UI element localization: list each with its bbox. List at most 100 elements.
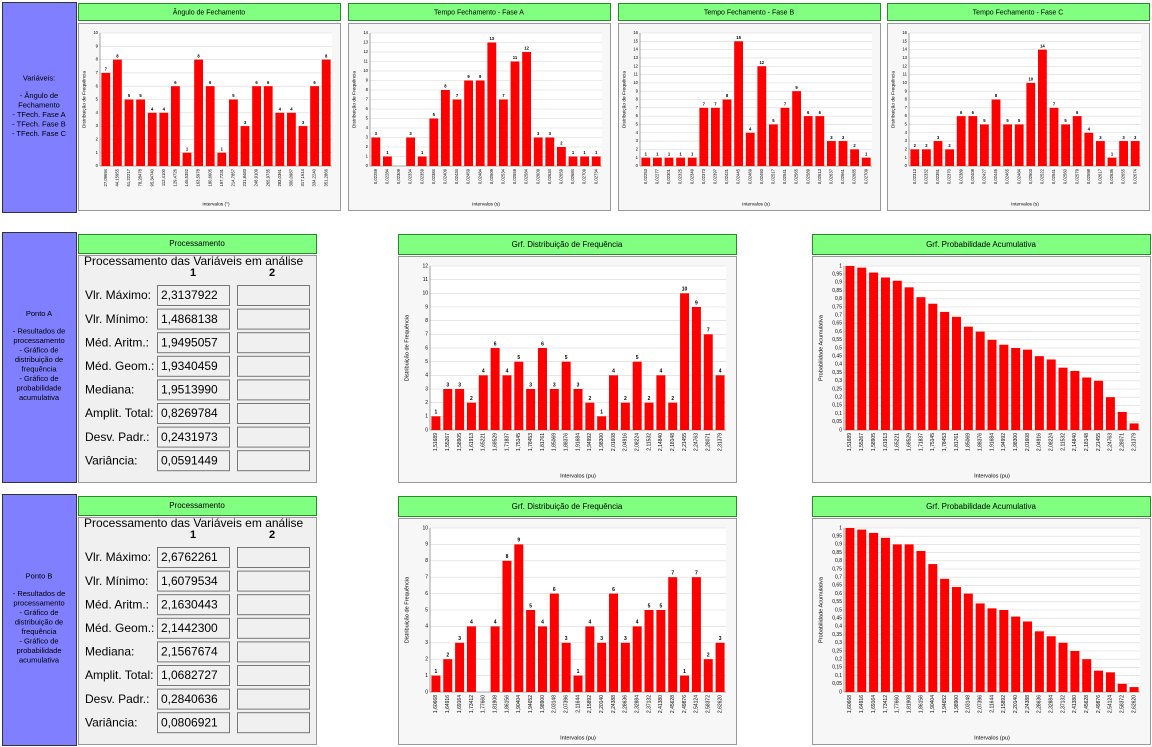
x-tick-label: 1,86156 bbox=[918, 695, 924, 713]
data-label: 6 bbox=[1076, 110, 1079, 115]
x-tick-label: 0,02332 bbox=[924, 168, 929, 184]
data-label: 4 bbox=[1088, 126, 1091, 131]
bar bbox=[1034, 356, 1044, 430]
value-box bbox=[237, 688, 310, 710]
data-label: 3 bbox=[409, 131, 412, 136]
panel-header-text: Processamento bbox=[169, 239, 225, 248]
chart-header bbox=[812, 234, 1151, 255]
row-label: Méd. Geom.: bbox=[85, 359, 154, 373]
y-tick-label: 1 bbox=[96, 150, 99, 155]
x-tick-label: 1,88376 bbox=[977, 433, 983, 451]
bar bbox=[1023, 621, 1033, 692]
y-tick-label: 4 bbox=[636, 130, 639, 135]
x-tick-label: 231,8483 bbox=[242, 168, 247, 186]
y-tick-label: 0,05 bbox=[832, 419, 842, 425]
bar bbox=[951, 316, 961, 430]
y-tick-label: 0,6 bbox=[835, 329, 842, 335]
bar bbox=[136, 99, 146, 166]
row-value: 2,6762261 bbox=[161, 550, 218, 564]
data-label: 5 bbox=[659, 603, 662, 609]
data-label: 6 bbox=[807, 110, 810, 115]
data-label: 6 bbox=[541, 341, 544, 347]
y-tick-label: 6 bbox=[425, 591, 428, 597]
bar bbox=[680, 293, 690, 430]
y-tick-label: 0,7 bbox=[835, 575, 842, 581]
data-label: 9 bbox=[795, 85, 798, 90]
data-label: 3 bbox=[1122, 135, 1125, 140]
x-tick-label: 0,02370 bbox=[947, 168, 952, 184]
data-label: 4 bbox=[659, 369, 662, 375]
bar bbox=[1011, 616, 1021, 692]
bar bbox=[510, 61, 520, 166]
y-tick-label: 0,5 bbox=[835, 607, 842, 613]
y-axis-label: Probabilidade Acumulativa bbox=[818, 576, 824, 643]
data-label: 5 bbox=[517, 355, 520, 361]
y-tick-label: 8 bbox=[96, 57, 99, 62]
x-tick-label: 1,60668 bbox=[433, 695, 439, 713]
y-tick-label: 0,3 bbox=[835, 640, 842, 646]
y-tick-label: 0,75 bbox=[832, 566, 842, 572]
y-tick-label: 3 bbox=[636, 138, 639, 143]
bar bbox=[514, 544, 524, 692]
x-tick-label: 2,37132 bbox=[646, 695, 652, 713]
bar bbox=[620, 642, 630, 692]
x-axis-label: Intervalos (pu) bbox=[974, 473, 1010, 479]
data-label: 9 bbox=[517, 538, 520, 544]
bar bbox=[101, 72, 111, 166]
value-box bbox=[157, 570, 230, 592]
data-label: 1 bbox=[435, 669, 438, 675]
data-label: 3 bbox=[565, 636, 568, 642]
y-tick-label: 13 bbox=[363, 40, 368, 45]
data-label: 7 bbox=[695, 571, 698, 577]
y-tick-label: 6 bbox=[425, 345, 428, 351]
bar bbox=[597, 416, 607, 430]
data-label: 8 bbox=[444, 84, 447, 89]
x-tick-label: 0,02609 bbox=[535, 168, 540, 184]
bar bbox=[620, 402, 630, 430]
data-label: 1 bbox=[1111, 151, 1114, 156]
bar bbox=[734, 41, 744, 166]
x-tick-label: 1,77660 bbox=[895, 695, 901, 713]
row-value: 1,6079534 bbox=[161, 574, 218, 588]
chart-header bbox=[398, 496, 737, 517]
chart-header bbox=[618, 3, 881, 21]
y-tick-label: 0,3 bbox=[835, 378, 842, 384]
y-tick-label: 8 bbox=[425, 558, 428, 564]
row-value: 1,9495057 bbox=[161, 335, 218, 349]
sidebar-text: - Gráfico de bbox=[19, 608, 58, 617]
bar bbox=[1095, 141, 1105, 166]
value-box bbox=[157, 594, 230, 616]
row-label: Vlr. Máximo: bbox=[85, 288, 151, 302]
x-tick-label: 248,9109 bbox=[254, 168, 259, 186]
x-tick-label: 0,02427 bbox=[982, 168, 987, 184]
bar bbox=[514, 361, 524, 430]
data-label: 2 bbox=[588, 396, 591, 402]
bar bbox=[406, 137, 416, 166]
bar bbox=[699, 107, 709, 166]
x-tick-label: 2,08224 bbox=[1049, 433, 1055, 451]
panel-caption: Processamento das Variáveis em análise bbox=[84, 254, 304, 268]
data-label: 2 bbox=[925, 143, 928, 148]
y-tick-label: 8 bbox=[636, 97, 639, 102]
data-label: 4 bbox=[636, 620, 639, 626]
y-axis-label: Distribuição de Frequência bbox=[404, 576, 410, 643]
bar bbox=[275, 112, 285, 166]
sidebar-text: probabilidade bbox=[16, 384, 61, 393]
data-label: 8 bbox=[995, 93, 998, 98]
row-label: Vlr. Máximo: bbox=[85, 550, 151, 564]
bar bbox=[632, 361, 642, 430]
bar bbox=[975, 603, 985, 692]
row-value: 0,2840636 bbox=[161, 692, 218, 706]
y-tick-label: 0,45 bbox=[832, 354, 842, 360]
value-box bbox=[237, 332, 310, 354]
column-header: 2 bbox=[269, 529, 275, 541]
bar bbox=[170, 86, 180, 166]
bar bbox=[933, 141, 943, 166]
data-label: 4 bbox=[279, 107, 282, 112]
value-box bbox=[157, 688, 230, 710]
bar bbox=[916, 297, 926, 430]
bar bbox=[573, 389, 583, 430]
data-label: 5 bbox=[983, 118, 986, 123]
value-box bbox=[157, 712, 230, 734]
